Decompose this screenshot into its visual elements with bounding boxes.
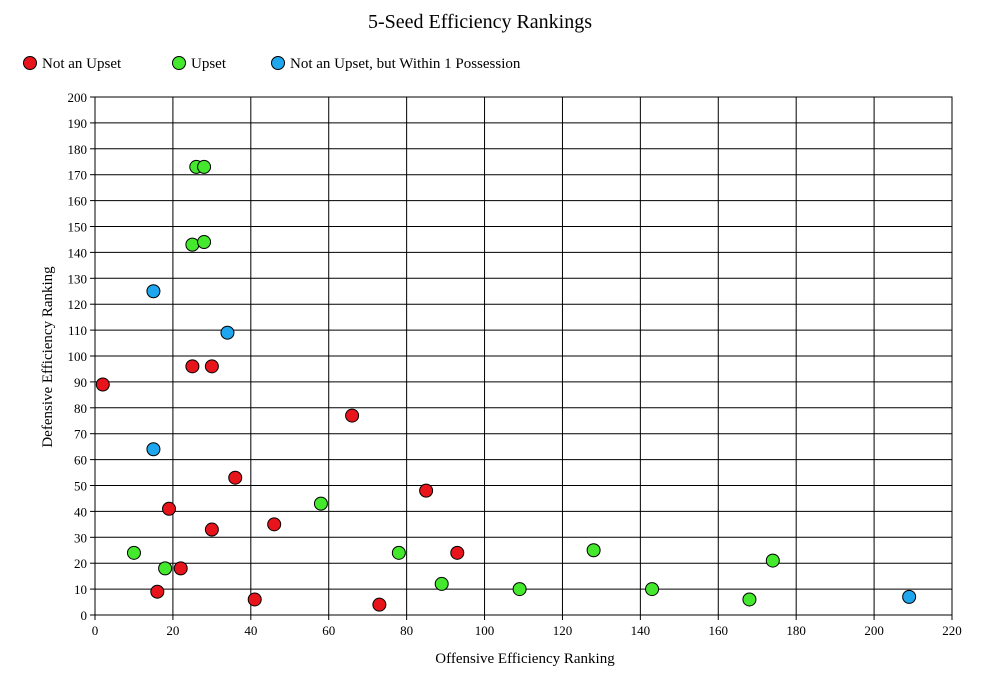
x-tick-label: 20: [166, 623, 179, 638]
x-tick-label: 80: [400, 623, 413, 638]
x-tick-label: 180: [786, 623, 806, 638]
x-tick-label: 220: [942, 623, 962, 638]
data-point-series-0: [419, 483, 434, 498]
x-tick-label: 40: [244, 623, 257, 638]
x-axis-label: Offensive Efficiency Ranking: [435, 651, 615, 667]
x-tick-label: 0: [92, 623, 99, 638]
data-point-series-0: [204, 522, 219, 537]
data-point-series-0: [267, 517, 282, 532]
data-point-series-0: [185, 359, 200, 374]
data-point-series-1: [185, 237, 200, 252]
data-point-series-1: [197, 159, 212, 174]
data-point-series-2: [902, 589, 917, 604]
legend-swatch: [23, 56, 37, 70]
y-axis-label: Defensive Efficiency Ranking: [40, 266, 56, 448]
legend-label: Upset: [191, 56, 227, 72]
data-point-series-0: [450, 545, 465, 560]
data-point-series-0: [204, 359, 219, 374]
data-point-series-0: [162, 501, 177, 516]
legend-swatch: [172, 56, 186, 70]
data-point-series-1: [742, 592, 757, 607]
y-tick-label: 40: [74, 504, 87, 519]
y-tick-label: 140: [68, 245, 88, 260]
x-tick-label: 120: [553, 623, 573, 638]
y-tick-label: 100: [68, 349, 88, 364]
tick-labels: 0 20 40 60 80 100 120 140 160 180 200 220 0 10 20 30 40 5…: [68, 90, 962, 638]
data-point-series-1: [645, 582, 660, 597]
y-tick-label: 120: [68, 297, 88, 312]
x-tick-label: 160: [709, 623, 729, 638]
legend: Not an Upset Upset Not an Upset, but Withi…: [23, 56, 521, 72]
legend-swatch: [271, 56, 285, 70]
y-tick-label: 150: [68, 220, 88, 235]
data-point-series-1: [197, 235, 212, 250]
data-point-series-1: [391, 545, 406, 560]
data-point-series-1: [586, 543, 601, 558]
grid: [90, 96, 953, 620]
y-tick-label: 70: [74, 427, 87, 442]
y-tick-label: 160: [68, 194, 88, 209]
data-point-series-2: [146, 284, 161, 299]
y-tick-label: 0: [81, 608, 88, 623]
y-tick-label: 130: [68, 271, 88, 286]
x-tick-label: 200: [864, 623, 884, 638]
x-tick-label: 100: [475, 623, 495, 638]
data-point-series-0: [150, 584, 165, 599]
y-tick-label: 170: [68, 168, 88, 183]
data-point-series-1: [434, 576, 449, 591]
y-tick-label: 190: [68, 116, 88, 131]
y-tick-label: 10: [74, 582, 87, 597]
data-point-series-2: [146, 442, 161, 457]
y-tick-label: 60: [74, 453, 87, 468]
data-points: [95, 159, 917, 612]
data-point-series-1: [126, 545, 141, 560]
data-point-series-0: [372, 597, 387, 612]
data-point-series-1: [158, 561, 173, 576]
data-point-series-1: [765, 553, 780, 568]
data-point-series-0: [173, 561, 188, 576]
y-tick-label: 110: [68, 323, 87, 338]
data-point-series-0: [345, 408, 360, 423]
x-tick-label: 140: [631, 623, 651, 638]
legend-label: Not an Upset, but Within 1 Possession: [290, 56, 521, 72]
y-tick-label: 80: [74, 401, 87, 416]
legend-label: Not an Upset: [42, 56, 122, 72]
y-tick-label: 50: [74, 479, 87, 494]
x-tick-label: 60: [322, 623, 335, 638]
data-point-series-0: [247, 592, 262, 607]
y-tick-label: 30: [74, 530, 87, 545]
data-point-series-0: [95, 377, 110, 392]
y-tick-label: 90: [74, 375, 87, 390]
data-point-series-1: [313, 496, 328, 511]
data-point-series-0: [228, 470, 243, 485]
chart-title: 5-Seed Efficiency Rankings: [368, 11, 592, 33]
y-tick-label: 20: [74, 556, 87, 571]
plot-frame: [94, 96, 953, 616]
data-point-series-1: [512, 582, 527, 597]
y-tick-label: 200: [68, 90, 88, 105]
y-tick-label: 180: [68, 142, 88, 157]
data-point-series-2: [220, 325, 235, 340]
